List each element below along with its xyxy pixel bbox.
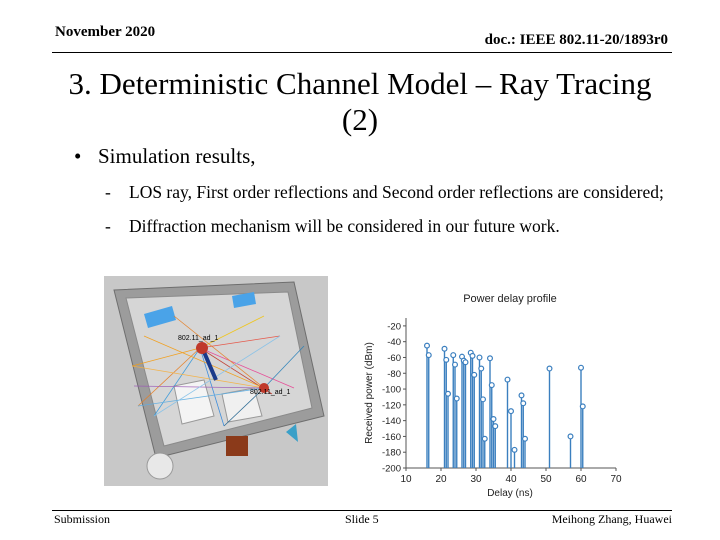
sub-bullet-2: - Diffraction mechanism will be considere…: [105, 216, 560, 237]
stem-marker: [518, 392, 525, 399]
stem-marker: [471, 371, 478, 378]
x-tick-label: 70: [610, 474, 622, 485]
bullet-item: • Simulation results,: [74, 144, 256, 169]
tx-label: 802.11_ad_1: [178, 335, 218, 342]
footer-slide-number: Slide 5: [345, 512, 379, 526]
slide-title-line-1: 3. Deterministic Channel Model – Ray Tra…: [68, 66, 652, 101]
y-tick-label: -160: [382, 432, 401, 443]
y-tick-label: -200: [382, 464, 401, 475]
bullet-text: Simulation results,: [98, 144, 256, 168]
stem-marker: [451, 361, 458, 368]
chart-title: Power delay profile: [463, 293, 557, 305]
bullet-dot: •: [74, 144, 82, 168]
stem-marker: [444, 390, 451, 397]
y-tick-label: -20: [387, 321, 401, 332]
x-tick-label: 50: [540, 474, 552, 485]
stem-marker: [481, 435, 488, 442]
stem-marker: [487, 355, 494, 362]
x-tick-label: 60: [575, 474, 587, 485]
footer-submission: Submission: [54, 512, 111, 526]
y-tick-label: -100: [382, 385, 401, 396]
chart-x-axis-label: Delay (ns): [487, 488, 533, 499]
sub-bullet-text: LOS ray, First order reflections and Sec…: [129, 182, 664, 202]
stem-marker: [488, 382, 495, 389]
y-tick-label: -80: [387, 369, 401, 380]
slide-title-line-2: (2): [341, 102, 379, 137]
sub-bullet-dash: -: [105, 182, 111, 202]
stem-marker: [492, 423, 499, 430]
stem-marker: [441, 345, 448, 352]
ray-tracing-scene-graphic: 802.11_ad_1 802.11_ad_1: [104, 276, 328, 486]
slide-title: 3. Deterministic Channel Model – Ray Tra…: [40, 66, 680, 138]
ray-tracing-scene: 802.11_ad_1 802.11_ad_1: [104, 276, 328, 486]
y-tick-label: -120: [382, 400, 401, 411]
stem-marker: [443, 356, 450, 363]
footer-author: Meihong Zhang, Huawei: [551, 512, 672, 526]
y-tick-label: -180: [382, 448, 401, 459]
stem-marker: [511, 446, 518, 453]
stem-marker: [469, 352, 476, 359]
power-delay-profile-chart: Power delay profile Received power (dBm)…: [352, 284, 624, 502]
stem-marker: [522, 435, 529, 442]
stem-marker: [478, 365, 485, 372]
x-tick-label: 30: [470, 474, 482, 485]
rx-label: 802.11_ad_1: [250, 389, 290, 396]
sub-bullet-dash: -: [105, 216, 111, 236]
stem-marker: [453, 395, 460, 402]
sub-bullet-1: - LOS ray, First order reflections and Se…: [105, 182, 664, 203]
header-divider: [52, 52, 672, 53]
y-tick-label: -140: [382, 416, 401, 427]
y-tick-label: -40: [387, 337, 401, 348]
x-tick-label: 10: [400, 474, 412, 485]
stem-marker: [450, 352, 457, 359]
stem-marker: [520, 400, 527, 407]
x-tick-label: 20: [435, 474, 447, 485]
stem-marker: [462, 359, 469, 366]
stem-marker: [476, 354, 483, 361]
stem-marker: [490, 416, 497, 423]
stem-marker: [546, 365, 553, 372]
y-tick-label: -60: [387, 353, 401, 364]
x-tick-label: 40: [505, 474, 517, 485]
header-doc-id: doc.: IEEE 802.11-20/1893r0: [484, 32, 668, 48]
stem-marker: [567, 433, 574, 440]
sub-bullet-text: Diffraction mechanism will be considered…: [129, 216, 560, 236]
footer-divider: [52, 510, 672, 511]
stem-marker: [425, 352, 432, 359]
stem-marker: [480, 396, 487, 403]
stem-marker: [423, 342, 430, 349]
stem-marker: [579, 403, 586, 410]
stem-marker: [504, 376, 511, 383]
header-date: November 2020: [55, 24, 156, 40]
chart-svg: Power delay profile Received power (dBm)…: [364, 293, 622, 499]
stem-marker: [578, 364, 585, 371]
chart-y-axis-label: Received power (dBm): [364, 342, 375, 444]
stem-marker: [508, 408, 515, 415]
